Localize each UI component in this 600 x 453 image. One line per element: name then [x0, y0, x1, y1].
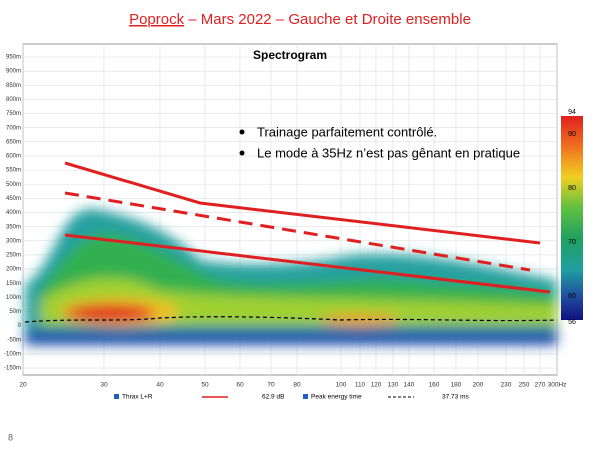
x-label: 250: [519, 382, 530, 389]
y-label: 400m: [6, 210, 21, 216]
y-label: 600m: [6, 154, 21, 160]
y-label: -50m: [7, 337, 21, 343]
y-label: 0: [18, 323, 22, 329]
colorbar: [561, 116, 583, 320]
x-label: 140: [404, 382, 415, 389]
colorbar-label: 70: [568, 239, 576, 246]
x-label: 70: [267, 382, 275, 389]
spectrogram: [25, 208, 557, 345]
x-label: 270: [535, 382, 546, 389]
page-number: 8: [8, 432, 13, 442]
x-labels: 20 30 40 50 60 70 80 100 110 120 130 140 160 180 200 23…: [19, 382, 566, 389]
y-label: 450m: [6, 196, 21, 202]
x-label: 30: [100, 382, 108, 389]
x-label: 160: [429, 382, 440, 389]
bullet: Trainage parfaitement contrôlé.: [257, 124, 437, 139]
x-label: 130: [388, 382, 399, 389]
slide-title: Poprock – Mars 2022 – Gauche et Droite e…: [129, 11, 471, 28]
y-label: 200m: [6, 267, 21, 273]
y-label: 50m: [9, 309, 21, 315]
x-label: 230: [501, 382, 512, 389]
legend-value: 37.73 ms: [442, 394, 469, 401]
legend-label: Peak energy time: [311, 394, 362, 401]
title-link: Poprock: [129, 11, 185, 28]
annotation-line: [64, 233, 551, 294]
x-label: 40: [156, 382, 164, 389]
y-label: 900m: [6, 69, 21, 75]
colorbar-label: 60: [568, 293, 576, 300]
y-label: 800m: [6, 97, 21, 103]
y-label: 950m: [6, 55, 21, 61]
y-labels: 950m 900m 850m 800m 750m 700m 650m 600m 550m 500m…: [4, 55, 22, 372]
y-label: -150m: [4, 366, 21, 372]
x-label: 80: [293, 382, 301, 389]
y-label: 650m: [6, 139, 21, 145]
x-label: 180: [451, 382, 462, 389]
y-label: 550m: [6, 168, 21, 174]
x-label: 60: [236, 382, 244, 389]
peak-energy-line: [24, 316, 558, 323]
x-label: 100: [336, 382, 347, 389]
bullets: Trainage parfaitement contrôlé. Le mode …: [239, 124, 520, 160]
x-label: 20: [19, 382, 27, 389]
y-label: 850m: [6, 83, 21, 89]
y-label: 150m: [6, 281, 21, 287]
y-label: -100m: [4, 352, 21, 358]
x-label: 110: [355, 382, 366, 389]
colorbar-label: 94: [568, 109, 576, 116]
legend-value: 62.9 dB: [262, 394, 284, 401]
bullet: Le mode à 35Hz n’est pas gênant en prati…: [257, 145, 520, 160]
colorbar-label: 80: [568, 185, 576, 192]
legend-label: Thrax L+R: [122, 394, 153, 401]
y-label: 250m: [6, 253, 21, 259]
title-rest: – Mars 2022 – Gauche et Droite ensemble: [184, 11, 471, 28]
x-label: 300Hz: [548, 382, 567, 389]
y-label: 500m: [6, 182, 21, 188]
annotation-line: [64, 161, 541, 245]
x-label: 50: [201, 382, 209, 389]
annotation-dashed-line: [64, 191, 531, 272]
colorbar-label: 56: [568, 319, 576, 326]
x-label: 120: [371, 382, 382, 389]
x-label: 200: [473, 382, 484, 389]
y-label: 700m: [6, 125, 21, 131]
y-label: 750m: [6, 111, 21, 117]
y-label: 300m: [6, 238, 21, 244]
legend: Thrax L+R 62.9 dB Peak energy time 37.73…: [114, 394, 469, 401]
colorbar-labels: 94 90 80 70 60 56: [568, 109, 576, 326]
y-label: 100m: [6, 295, 21, 301]
colorbar-label: 90: [568, 131, 576, 138]
plot-title: Spectrogram: [253, 48, 327, 62]
y-label: 350m: [6, 224, 21, 230]
